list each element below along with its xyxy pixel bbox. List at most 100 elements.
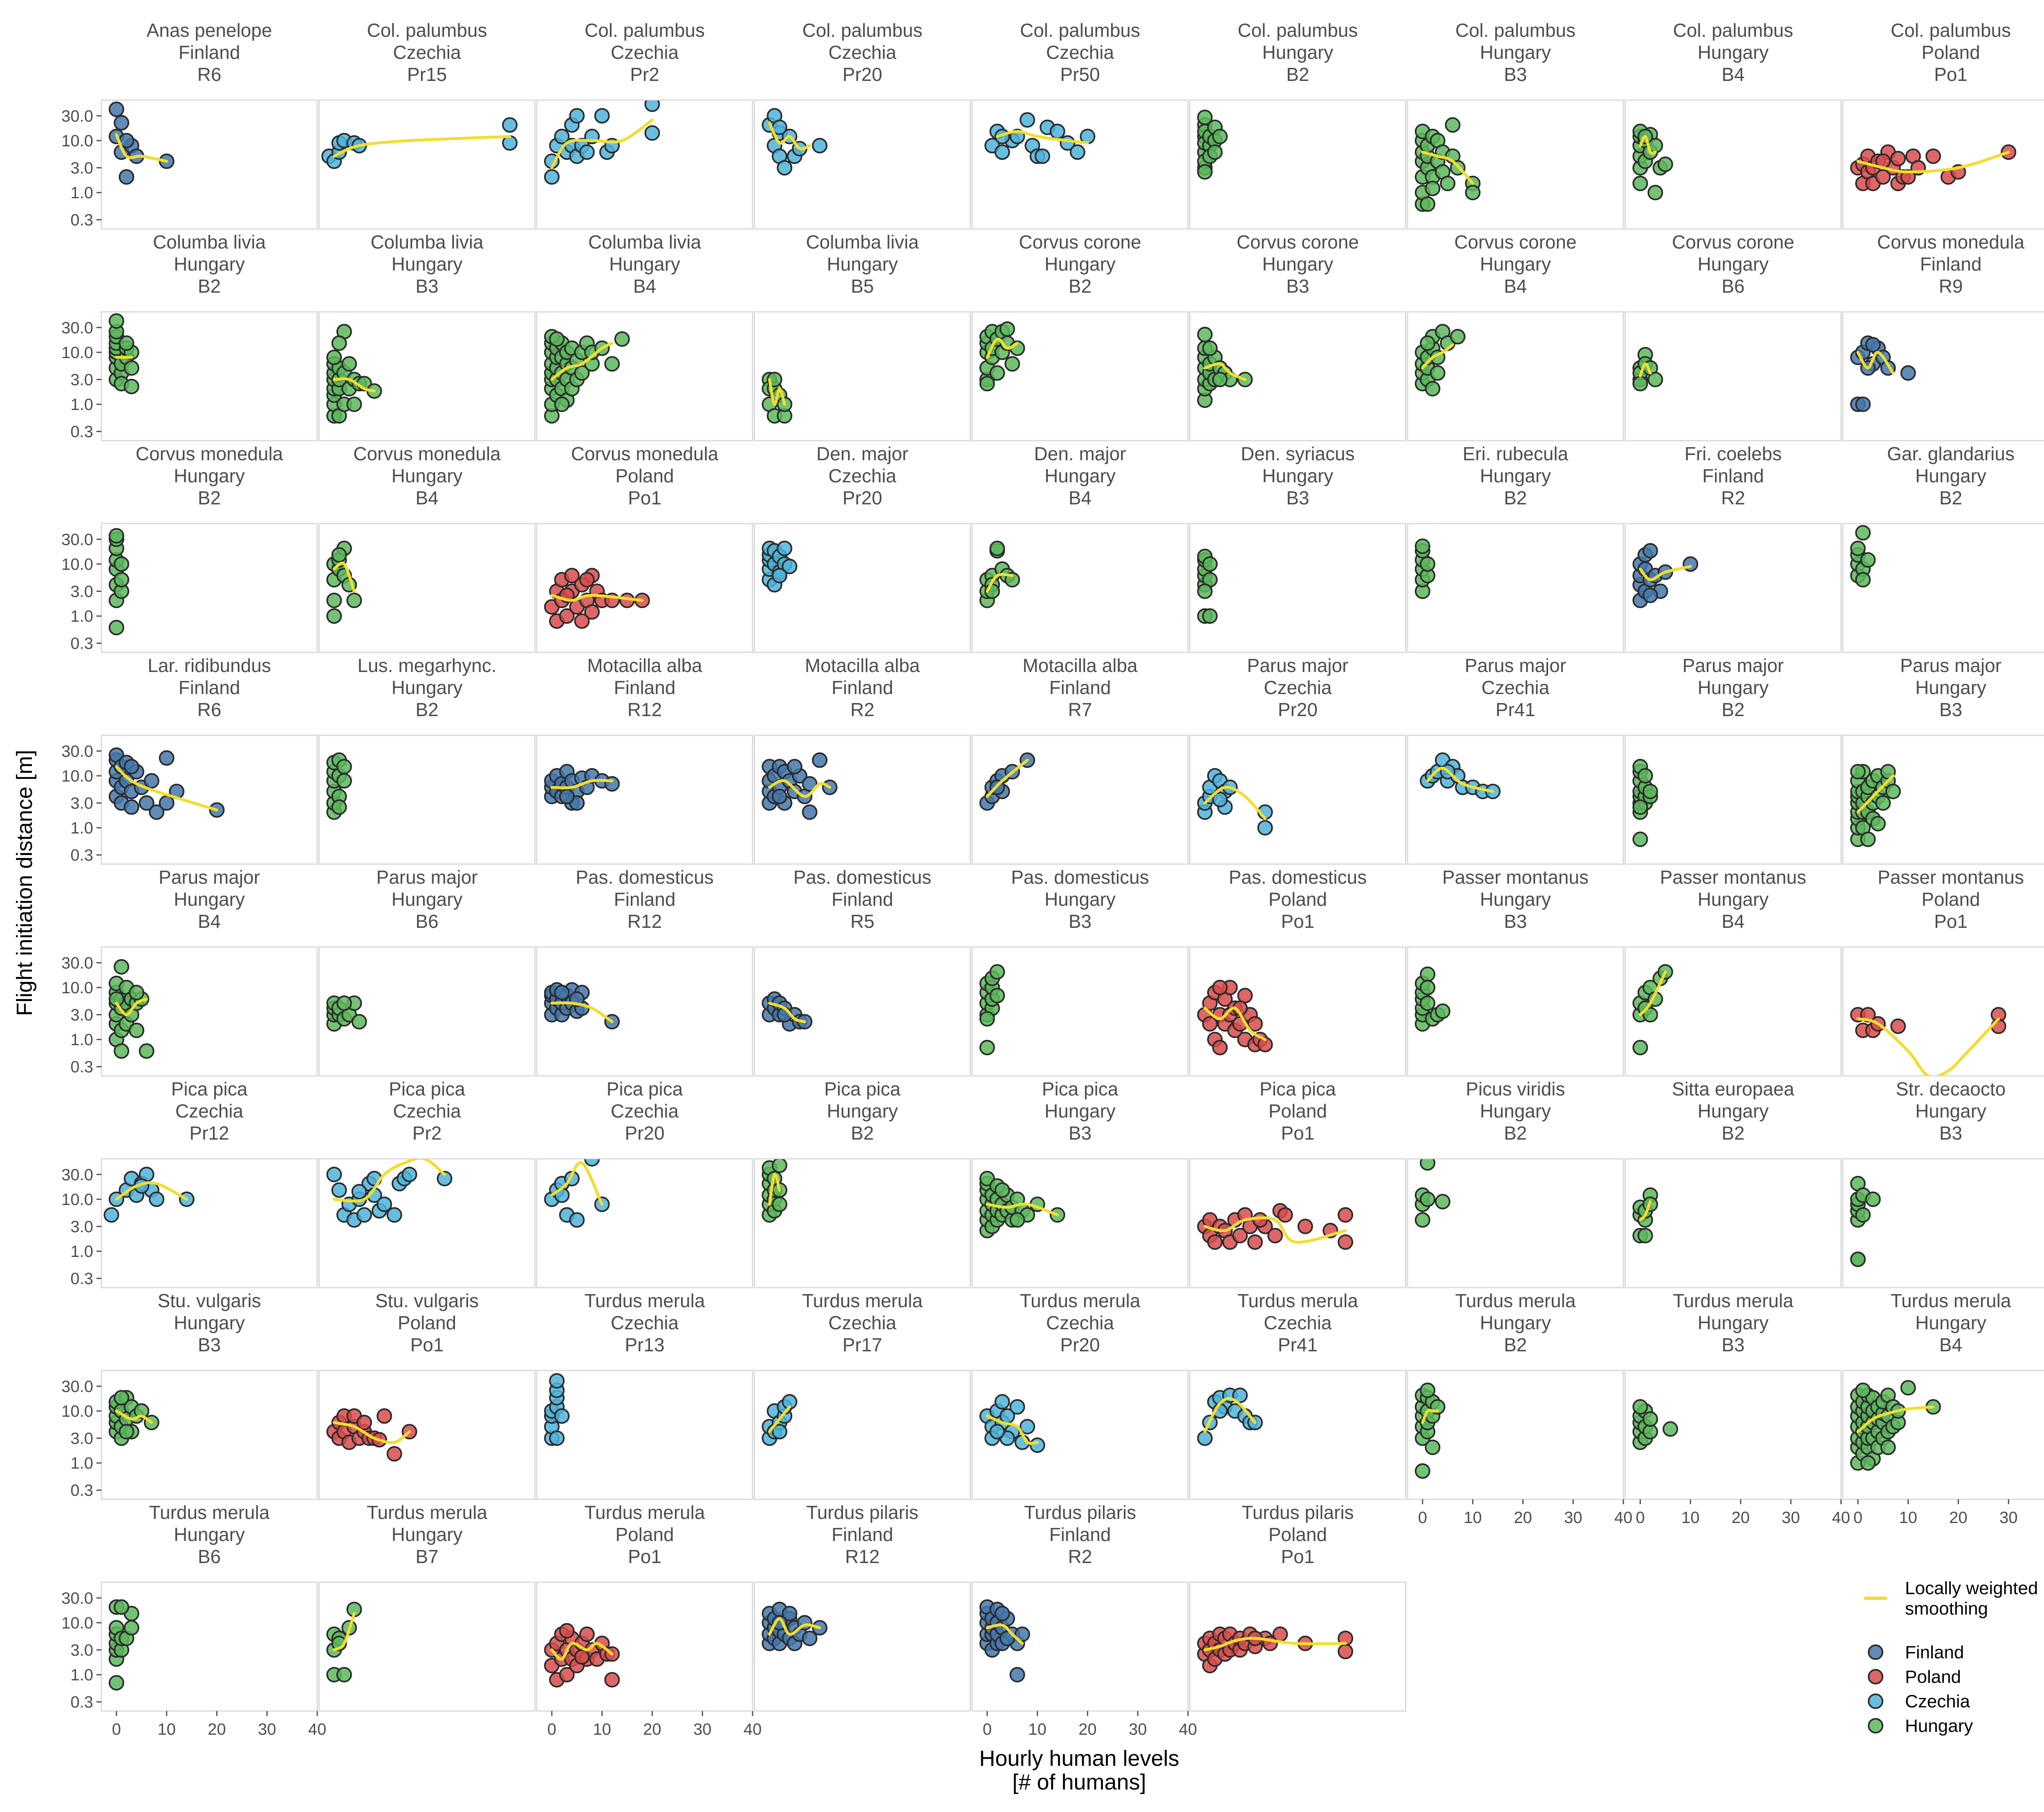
- strip-label-species: Col. palumbus: [585, 20, 705, 41]
- y-tick-label: 10.0: [61, 1402, 93, 1420]
- strip-label-site: Pr20: [625, 1122, 664, 1144]
- panel-plot-area: [326, 752, 352, 820]
- panel-plot-area: [1197, 1203, 1354, 1250]
- x-axes-layer: 0102030400102030400102030400102030400102…: [112, 1499, 2018, 1738]
- y-axis-title: Flight initiation distance [m]: [12, 750, 37, 1016]
- data-point: [336, 759, 352, 775]
- strip-label-country: Czechia: [611, 1312, 679, 1333]
- strip-label-site: Pr13: [625, 1334, 664, 1355]
- data-point: [994, 1182, 1010, 1198]
- smooth-line: [1421, 1409, 1439, 1424]
- strip-label-species: Col. palumbus: [802, 20, 922, 41]
- strip-label-species: Picus viridis: [1466, 1078, 1565, 1100]
- strip-label-country: Czechia: [393, 42, 461, 63]
- data-point: [1860, 1455, 1876, 1471]
- data-point: [782, 558, 798, 574]
- data-point: [1450, 329, 1466, 345]
- data-point: [401, 1167, 417, 1183]
- y-tick-label: 30.0: [61, 1166, 93, 1184]
- strip-label-country: Czechia: [1481, 677, 1550, 698]
- smooth-line: [332, 377, 376, 393]
- smooth-line: [115, 1409, 153, 1424]
- strip-label-species: Turdus merula: [1673, 1290, 1793, 1311]
- smooth-line: [768, 779, 831, 798]
- strip-label-species: Pas. domesticus: [576, 867, 713, 888]
- panel-plot-area: [326, 1601, 362, 1683]
- y-tick-label: 0.3: [70, 847, 93, 865]
- y-tick-label: 30.0: [61, 742, 93, 760]
- data-point: [1642, 784, 1658, 800]
- data-point: [159, 795, 175, 811]
- data-point: [979, 376, 995, 392]
- data-point: [123, 360, 139, 376]
- strip-label-country: Hungary: [1044, 889, 1116, 910]
- data-point: [1642, 1007, 1658, 1023]
- strip-label-species: Turdus pilaris: [1024, 1502, 1136, 1523]
- panel-frame: [1407, 1158, 1624, 1288]
- x-tick-label: 10: [1464, 1509, 1482, 1527]
- panel-plot-area: [984, 112, 1096, 164]
- strip-label-country: Finland: [831, 1524, 893, 1545]
- strip-label-site: B3: [1286, 487, 1309, 508]
- strip-label-country: Finland: [1920, 253, 1982, 275]
- panel-plot-area: [979, 752, 1035, 811]
- panel-frame: [1189, 1370, 1406, 1500]
- data-point: [1020, 1419, 1035, 1435]
- smooth-line: [986, 337, 1019, 359]
- smooth-line: [1638, 135, 1657, 155]
- data-point: [123, 759, 139, 775]
- strip-label-country: Poland: [1269, 889, 1327, 910]
- strip-label-species: Gar. glandarius: [1887, 443, 2015, 464]
- strip-label-site: Pr12: [189, 1122, 229, 1144]
- strip-label-country: Poland: [1921, 889, 1980, 910]
- strip-label-species: Parus major: [1900, 655, 2001, 676]
- strip-label-site: Po1: [628, 1546, 661, 1567]
- x-tick-label: 10: [593, 1720, 611, 1738]
- data-point: [1202, 556, 1218, 572]
- data-point: [1338, 1234, 1354, 1250]
- smooth-line: [1203, 1216, 1347, 1244]
- smooth-line: [1426, 766, 1495, 793]
- data-point: [1197, 1430, 1213, 1446]
- panel-frame: [971, 99, 1189, 230]
- y-tick-label: 10.0: [61, 979, 93, 997]
- panel-plot-area: [321, 117, 518, 169]
- strip-label-country: Hungary: [174, 253, 245, 275]
- data-point: [1034, 148, 1050, 164]
- data-point: [999, 1631, 1015, 1646]
- data-point: [771, 788, 787, 804]
- strip-label-site: B4: [1721, 911, 1744, 932]
- strip-label-site: R7: [1068, 699, 1092, 720]
- data-point: [574, 1649, 590, 1665]
- strip-label-site: B4: [415, 487, 438, 508]
- data-point: [114, 115, 130, 131]
- strip-label-country: Hungary: [1915, 677, 1986, 698]
- x-tick-label: 30: [258, 1720, 276, 1738]
- panel-plot-area: [103, 1167, 195, 1223]
- data-point: [1009, 1212, 1025, 1228]
- data-point: [554, 1408, 570, 1424]
- data-point: [103, 1207, 119, 1223]
- strip-label-country: Finland: [179, 42, 240, 63]
- strip-label-country: Czechia: [1264, 1312, 1332, 1333]
- strip-label-site: R12: [845, 1546, 879, 1567]
- data-point: [1207, 144, 1223, 160]
- strip-label-country: Hungary: [1480, 42, 1551, 63]
- x-tick-label: 30: [1999, 1509, 2018, 1527]
- x-axis-title-line: [# of humans]: [1012, 1770, 1146, 1794]
- strip-label-species: Turdus merula: [585, 1290, 705, 1311]
- strip-label-site: Po1: [1281, 1546, 1315, 1567]
- strip-label-site: R12: [628, 699, 662, 720]
- panel-frame: [101, 1581, 318, 1712]
- data-point: [331, 335, 347, 351]
